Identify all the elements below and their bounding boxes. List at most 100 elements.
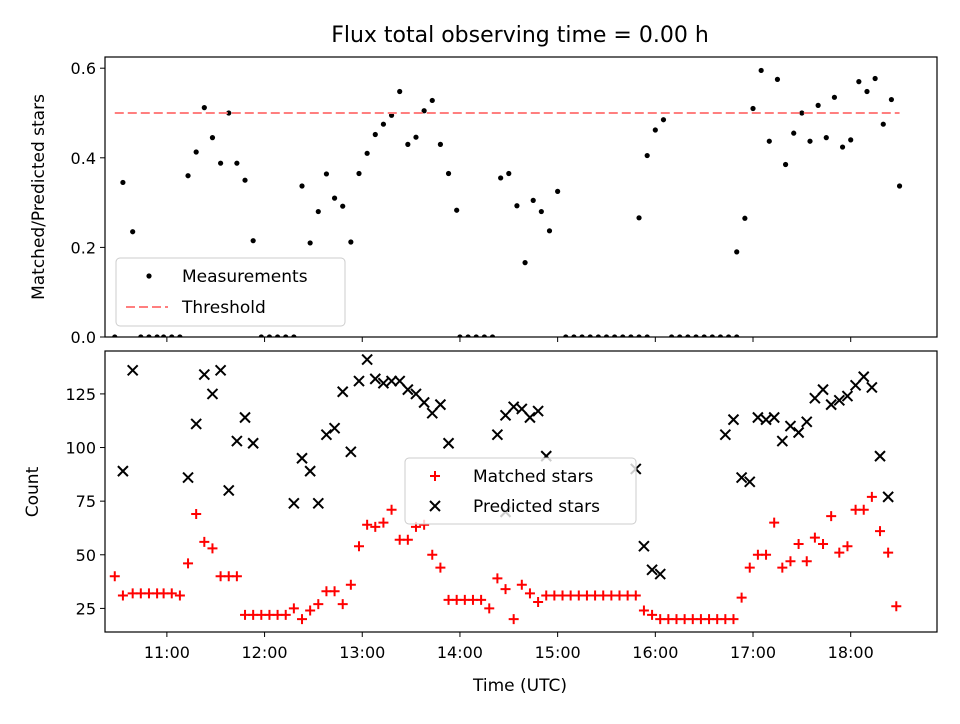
predicted-star-point [337,386,349,398]
matched-star-point [492,573,503,584]
y-tick-label: 25 [76,599,96,618]
matched-star-point [476,594,487,605]
matched-star-point [875,526,886,537]
measurement-point [693,334,699,337]
measurement-point [839,144,846,150]
measurement-point [307,240,313,246]
matched-star-point [793,539,804,550]
predicted-star-point [646,564,658,576]
measurement-point [766,138,772,144]
measurement-point [701,334,707,337]
matched-star-point [378,517,389,528]
measurement-point [315,208,321,215]
x-tick-label: 14:00 [437,643,483,662]
measurement-point [799,110,805,116]
predicted-star-point [801,416,813,428]
matched-star-point [508,614,519,625]
measurement-point [734,249,740,255]
measurement-point [348,239,354,245]
measurement-point [193,149,199,155]
matched-star-point [891,601,902,612]
measurement-point [555,188,561,194]
predicted-star-point [296,452,308,464]
x-tick-label: 15:00 [535,643,581,662]
matched-star-point [183,558,194,569]
predicted-star-point [434,398,447,411]
y-tick-label: 75 [76,492,96,511]
measurement-point [250,238,256,244]
measurement-point [774,76,781,82]
legend-measurements-label: Measurements [182,267,308,287]
measurement-point [628,334,634,337]
predicted-star-point [288,497,300,510]
matched-star-point [231,571,242,582]
measurement-point [130,229,136,235]
measurement-point [429,97,435,104]
predicted-star-point [841,390,854,402]
measurement-point [454,207,460,213]
matched-star-point [353,541,364,552]
predicted-star-point [776,435,789,447]
measurement-point [579,334,585,337]
measurement-point [274,334,281,337]
predicted-star-point [727,413,740,426]
predicted-star-point [426,407,438,419]
matched-star-point [305,605,316,616]
matched-star-point [435,562,446,573]
matched-star-point [280,609,291,620]
predicted-star-point [239,411,251,424]
predicted-star-point [784,420,797,432]
predicted-star-point [345,446,357,458]
measurement-point [742,215,748,221]
predicted-star-point [524,411,536,424]
predicted-star-point [744,476,756,488]
predicted-star-point [247,437,259,449]
predicted-star-point [874,450,886,462]
predicted-star-point [516,403,528,415]
predicted-star-point [377,377,390,389]
matched-star-point [834,547,845,558]
measurement-point [340,203,346,209]
measurement-point [405,141,411,147]
measurement-point [831,94,838,100]
y-tick-label: 100 [65,439,96,458]
measurement-point [660,117,667,123]
x-tick-label: 17:00 [730,643,776,662]
matched-star-point [858,504,869,515]
predicted-star-point [760,413,772,426]
measurement-point [331,195,338,201]
matched-star-point [744,562,755,573]
measurement-point [364,150,370,156]
y-tick-label: 0.4 [71,149,96,168]
measurement-point [644,334,650,337]
matched-star-point [801,556,812,567]
predicted-star-point [418,396,430,409]
measurement-point [218,160,224,166]
matched-star-point [809,532,820,543]
matched-star-point [174,590,185,601]
measurement-point [530,197,536,203]
predicted-star-point [849,379,862,392]
measurement-point [514,203,520,209]
measurement-point [413,134,419,140]
matched-star-point [288,603,299,614]
matched-star-point [638,605,649,616]
measurement-point [652,127,658,133]
measurement-point [380,121,387,127]
measurement-point [644,152,650,159]
measurement-point [807,138,813,144]
matched-star-point [199,536,210,547]
matched-star-point [402,534,413,545]
matched-star-point [736,592,747,603]
measurement-point [201,105,207,111]
x-axis-label: Time (UTC) [472,676,567,696]
measurement-point [473,334,479,337]
measurement-point [154,334,160,337]
measurement-point [636,215,642,221]
predicted-star-point [654,568,666,580]
axes-frame [104,350,938,633]
x-tick-label: 12:00 [242,643,288,662]
measurement-point [709,334,715,337]
matched-star-point [386,504,397,515]
predicted-star-point [825,398,837,411]
